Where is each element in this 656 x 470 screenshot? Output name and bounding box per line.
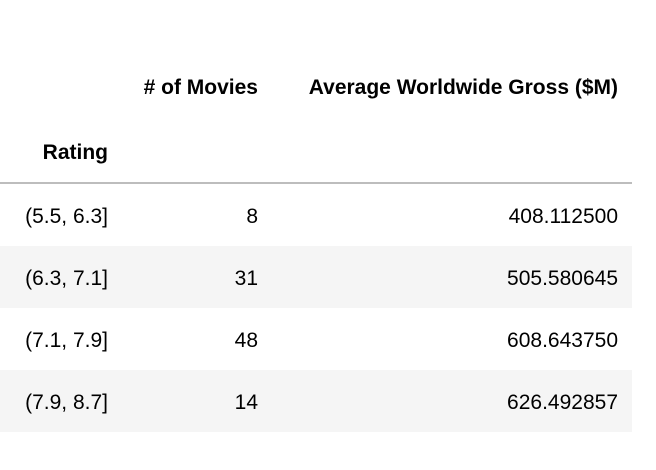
row-index: (6.3, 7.1]: [25, 267, 108, 290]
table-row: (5.5, 6.3] 8 408.112500: [0, 184, 632, 246]
average-gross-cell: 608.643750: [507, 329, 618, 352]
movie-count-cell: 48: [234, 329, 258, 352]
movie-count-cell: 8: [246, 205, 258, 228]
table-row: (7.9, 8.7] 14 626.492857: [0, 370, 632, 432]
row-index: (7.1, 7.9]: [25, 329, 108, 352]
index-header-rating: Rating: [42, 141, 108, 164]
average-gross-cell: 626.492857: [507, 391, 618, 414]
header-divider: [0, 182, 632, 184]
movie-count-cell: 31: [234, 267, 258, 290]
table-row: (6.3, 7.1] 31 505.580645: [0, 246, 632, 308]
table-row: (7.1, 7.9] 48 608.643750: [0, 308, 632, 370]
row-index: (5.5, 6.3]: [25, 205, 108, 228]
row-index: (7.9, 8.7]: [25, 391, 108, 414]
average-gross-cell: 505.580645: [507, 267, 618, 290]
movie-count-cell: 14: [234, 391, 258, 414]
average-gross-cell: 408.112500: [508, 205, 618, 228]
column-header-average-gross: Average Worldwide Gross ($M): [308, 76, 618, 99]
column-header-movie-count: # of Movies: [143, 76, 258, 99]
